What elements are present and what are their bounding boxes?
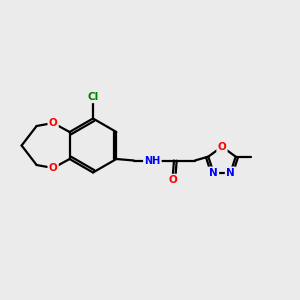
Text: O: O — [168, 175, 177, 185]
Text: Cl: Cl — [87, 92, 99, 102]
Text: NH: NH — [144, 155, 160, 166]
Text: N: N — [209, 168, 218, 178]
Text: N: N — [226, 168, 235, 178]
Text: O: O — [49, 163, 58, 173]
Text: O: O — [49, 118, 58, 128]
Text: O: O — [218, 142, 226, 152]
